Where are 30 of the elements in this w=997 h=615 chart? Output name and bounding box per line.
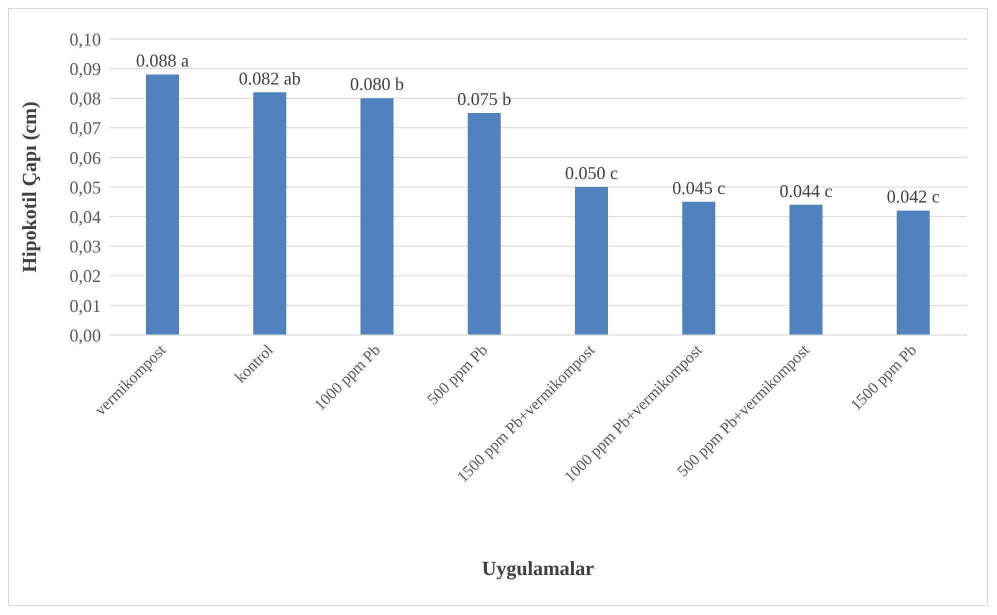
y-tick-label: 0,03 xyxy=(70,236,101,257)
data-label: 0.042 c xyxy=(886,186,940,207)
y-tick-label: 0,02 xyxy=(70,266,101,286)
data-label: 0.050 c xyxy=(565,163,618,183)
y-tick-label: 0,01 xyxy=(70,296,101,316)
y-tick-label: 0,06 xyxy=(70,148,101,168)
y-tick-label: 0,07 xyxy=(70,118,101,138)
bar xyxy=(253,92,286,335)
data-label: 0.082 ab xyxy=(238,68,301,88)
bar xyxy=(896,210,930,335)
bar xyxy=(790,204,822,335)
y-tick-label: 0,00 xyxy=(70,325,101,346)
bar xyxy=(682,202,716,335)
bar xyxy=(575,187,608,335)
bar xyxy=(146,74,179,335)
bar xyxy=(360,98,394,335)
data-label: 0.075 b xyxy=(457,89,512,109)
x-axis-title: Uygulamalar xyxy=(482,558,594,580)
y-axis-title: Hipokotil Çapı (cm) xyxy=(19,101,42,273)
y-tick-label: 0,09 xyxy=(70,58,101,79)
y-tick-label: 0,10 xyxy=(70,29,101,50)
y-tick-label: 0,05 xyxy=(70,177,101,198)
y-tick-label: 0,04 xyxy=(70,206,101,227)
data-label: 0.080 b xyxy=(350,74,404,94)
data-label: 0.088 a xyxy=(136,50,189,71)
y-tick-label: 0,08 xyxy=(70,88,101,109)
data-label: 0.044 c xyxy=(780,180,832,201)
data-label: 0.045 c xyxy=(672,178,726,198)
bar xyxy=(468,113,501,335)
x-tick-label: 500 ppm Pb xyxy=(424,342,492,409)
